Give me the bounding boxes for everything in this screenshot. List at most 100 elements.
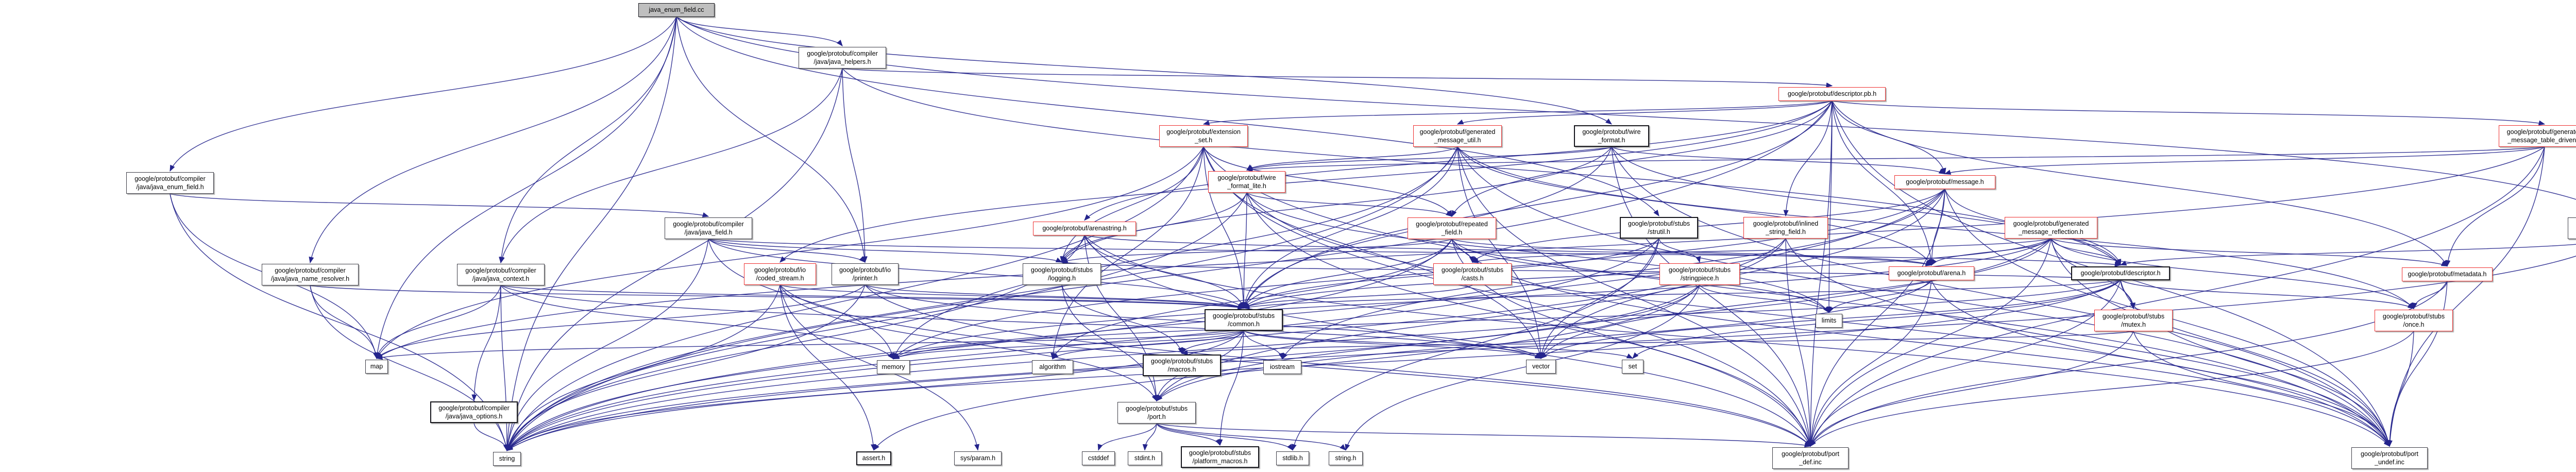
graph-node-set[interactable]: set (1622, 359, 1643, 374)
include-edge-gmu-to-memory (893, 146, 1458, 360)
graph-node-label: google/protobuf/stubs (1150, 357, 1213, 365)
graph-node-algorithm[interactable]: algorithm (1032, 360, 1073, 374)
graph-node-label: map (370, 362, 383, 370)
graph-node-port[interactable]: google/protobuf/stubs/port.h (1117, 402, 1196, 424)
graph-node-options[interactable]: google/protobuf/compiler/java/java_optio… (430, 401, 518, 423)
include-edge-metadata-to-once (2412, 281, 2448, 310)
graph-node-arenastring[interactable]: google/protobuf/arenastring.h (1033, 221, 1136, 235)
graph-node-label: /stringpiece.h (1680, 275, 1719, 282)
include-edge-printer-to-string (506, 284, 866, 451)
graph-node-casts[interactable]: google/protobuf/stubs/casts.h (1433, 263, 1512, 285)
include-edge-stringpiece-to-string (506, 284, 1700, 451)
graph-node-label: /printer.h (852, 275, 878, 282)
graph-node-label: google/protobuf/arena.h (1897, 269, 1966, 277)
graph-node-coded-stream[interactable]: google/protobuf/io/coded_stream.h (744, 263, 816, 285)
graph-node-logging[interactable]: google/protobuf/stubs/logging.h (1023, 263, 1101, 285)
graph-node-memory[interactable]: memory (877, 360, 910, 374)
graph-node-port-def[interactable]: google/protobuf/port _def.inc (1772, 447, 1849, 469)
graph-node-descriptor-pb[interactable]: google/protobuf/descriptor.pb.h (1778, 87, 1886, 101)
include-edge-repeated_field-to-port_undef (1451, 239, 2390, 447)
graph-node-label: _def.inc (1799, 459, 1822, 466)
graph-node-cc[interactable]: java_enum_field.cc (638, 3, 715, 17)
include-edge-repeated_field-to-string (506, 239, 1452, 451)
graph-node-gtd[interactable]: google/protobuf/generated _message_table_… (2499, 125, 2576, 147)
graph-node-map[interactable]: map (365, 359, 388, 374)
include-edge-cc-to-wire_format (676, 16, 1612, 125)
include-edge-cc-to-context (499, 16, 677, 264)
include-edge-name_resolver-to-common (310, 285, 1245, 310)
include-edge-enum_field_h-to-java_field (170, 193, 709, 217)
graph-node-stringpiece[interactable]: google/protobuf/stubs/stringpiece.h (1659, 263, 1740, 285)
include-edge-stringpiece-to-port (1156, 284, 1700, 402)
graph-node-label: google/protobuf/wire (1582, 128, 1641, 136)
graph-node-extension-set[interactable]: google/protobuf/extension _set.h (1159, 125, 1248, 147)
include-edge-metadata-to-port_def (1810, 281, 2448, 447)
include-edge-port-to-stdlib_h (1156, 423, 1293, 451)
graph-node-name-resolver[interactable]: google/protobuf/compiler/java/java_name_… (262, 264, 359, 285)
graph-node-platform-macros[interactable]: google/protobuf/stubs/platform_macros.h (1181, 446, 1259, 468)
graph-node-label: /macros.h (1167, 366, 1196, 373)
graph-node-once[interactable]: google/protobuf/stubs/once.h (2375, 310, 2453, 331)
graph-node-java-field[interactable]: google/protobuf/compiler/java/java_field… (665, 217, 752, 239)
graph-node-arena[interactable]: google/protobuf/arena.h (1889, 266, 1974, 280)
include-edge-extension_set-to-common (1203, 146, 1246, 309)
include-edge-extension_set-to-map (376, 146, 1204, 359)
graph-node-mutex[interactable]: google/protobuf/stubs/mutex.h (2094, 310, 2173, 331)
graph-node-stdint-h[interactable]: stdint.h (1128, 451, 1162, 465)
include-edge-name_resolver-to-map (310, 285, 379, 359)
graph-node-label: google/protobuf/descriptor.h (2080, 269, 2161, 277)
graph-node-repeated-field[interactable]: google/protobuf/repeated _field.h (1408, 217, 1496, 239)
graph-node-assert-h[interactable]: assert.h (856, 451, 891, 465)
graph-node-gmu[interactable]: google/protobuf/generated _message_util.h (1413, 125, 1502, 147)
graph-node-label: /platform_macros.h (1192, 458, 1248, 465)
graph-node-label: google/protobuf/extension (1166, 128, 1241, 136)
graph-node-context[interactable]: google/protobuf/compiler/java/java_conte… (457, 264, 545, 285)
graph-node-port-undef[interactable]: google/protobuf/port _undef.inc (2351, 447, 2428, 469)
include-edge-strutil-to-string (506, 238, 1659, 451)
include-edge-descriptor_pb-to-metadata (1832, 100, 2448, 267)
include-edge-message-to-port_def (1808, 189, 1945, 447)
graph-node-doc-comment[interactable]: google/protobuf/compiler/java/java_doc_c… (2568, 217, 2576, 239)
include-edge-stringpiece-to-string_h (1345, 284, 1700, 451)
graph-node-string[interactable]: string (493, 451, 521, 466)
graph-node-wire-format[interactable]: google/protobuf/wire _format.h (1574, 125, 1649, 147)
graph-node-macros[interactable]: google/protobuf/stubs/macros.h (1143, 355, 1221, 376)
graph-node-gmr[interactable]: google/protobuf/generated _message_reflec… (2005, 217, 2097, 239)
graph-node-cstddef[interactable]: cstddef (1082, 451, 1115, 465)
include-edge-descriptor_pb-to-arena (1832, 100, 1934, 266)
include-edge-strutil-to-vector (1539, 238, 1659, 359)
include-edge-repeated_field-to-arena (1451, 239, 1933, 266)
graph-node-label: google/protobuf/message.h (1906, 178, 1984, 186)
graph-node-printer[interactable]: google/protobuf/io/printer.h (832, 263, 899, 285)
include-edge-port-to-string_h (1156, 423, 1346, 451)
graph-node-enum-field-h[interactable]: google/protobuf/compiler/java/java_enum_… (126, 172, 214, 194)
graph-node-inlined[interactable]: google/protobuf/inlined _string_field.h (1743, 217, 1828, 239)
include-edge-metadata-to-port_undef (2387, 281, 2448, 447)
include-edge-inlined-to-port_undef (1785, 238, 2390, 447)
include-edge-descriptor_pb-to-gtd (1832, 100, 2546, 126)
include-edge-gmr-to-port_undef (2050, 238, 2391, 447)
graph-node-iostream[interactable]: iostream (1263, 360, 1301, 374)
graph-node-stdlib-h[interactable]: stdlib.h (1276, 451, 1309, 465)
graph-node-label: string (499, 454, 515, 462)
graph-node-limits[interactable]: limits (1816, 313, 1842, 328)
graph-node-strutil[interactable]: google/protobuf/stubs/strutil.h (1620, 217, 1698, 239)
graph-node-common[interactable]: google/protobuf/stubs/common.h (1205, 309, 1283, 331)
graph-node-label: google/protobuf/compiler (438, 404, 510, 412)
graph-node-sys-param[interactable]: sys/param.h (954, 451, 1002, 465)
graph-node-label: google/protobuf/io (839, 266, 891, 274)
graph-node-descriptor[interactable]: google/protobuf/descriptor.h (2071, 266, 2170, 280)
graph-node-label: google/protobuf/compiler (275, 266, 346, 274)
include-edge-wire_format-to-port_def (1611, 146, 1812, 447)
graph-node-wfl[interactable]: google/protobuf/wire _format_lite.h (1208, 171, 1285, 193)
graph-node-metadata[interactable]: google/protobuf/metadata.h (2402, 267, 2493, 281)
graph-node-string-h[interactable]: string.h (1329, 451, 1363, 465)
graph-node-message[interactable]: google/protobuf/message.h (1894, 175, 1995, 189)
include-edge-gmr-to-vector (1540, 238, 2052, 359)
include-edge-descriptor_pb-to-inlined (1783, 100, 1833, 217)
include-edge-descriptor_pb-to-extension_set (1202, 100, 1833, 126)
graph-node-helpers[interactable]: google/protobuf/compiler/java/java_helpe… (799, 47, 886, 69)
include-edge-descriptor-to-once (2120, 279, 2415, 309)
graph-node-vector[interactable]: vector (1526, 359, 1556, 374)
include-edge-helpers-to-descriptor_pb (842, 68, 1833, 88)
